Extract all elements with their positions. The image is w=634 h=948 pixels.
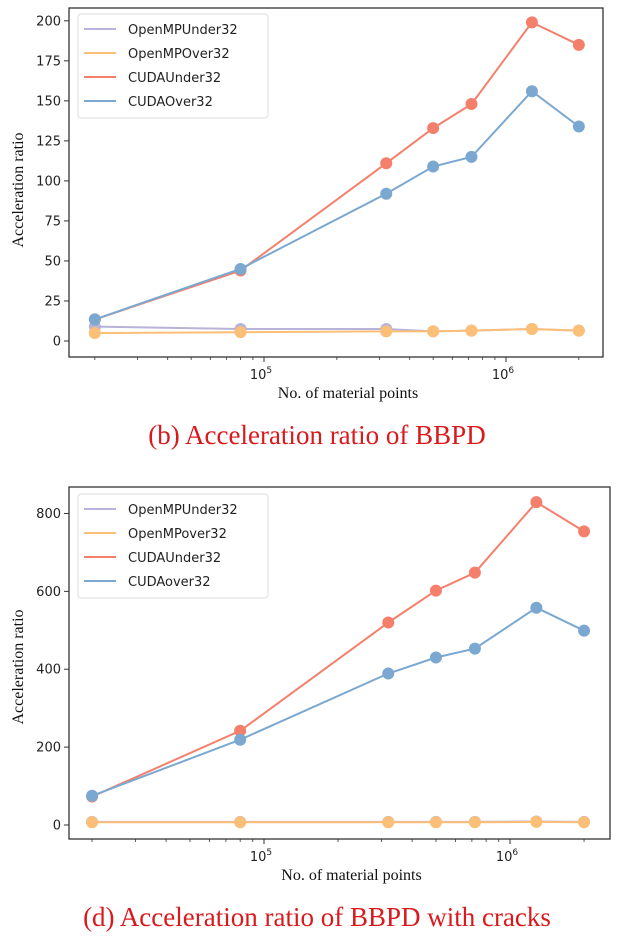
y-tick-label: 200 (36, 14, 61, 29)
data-point (429, 816, 442, 829)
data-point (234, 262, 247, 275)
data-point (572, 120, 585, 133)
data-point (88, 313, 101, 326)
legend-box (77, 493, 269, 599)
legend-label: CUDAOver32 (128, 95, 213, 110)
y-tick-label: 600 (36, 585, 61, 600)
series-CUDAover32 (86, 601, 591, 802)
series-CUDAUnder32 (86, 496, 591, 803)
chart-b: 0 25 50 75 100 125 150 175 200 105 106 No. of mater… (10, 7, 604, 402)
x-tick-label: 105 (250, 848, 272, 865)
data-point (86, 789, 99, 802)
data-point (382, 816, 395, 829)
y-tick-label: 125 (36, 134, 61, 149)
y-tick-label: 400 (36, 663, 61, 678)
data-point (465, 324, 478, 337)
y-tick-label: 0 (53, 818, 61, 833)
x-tick-label: 106 (496, 848, 519, 865)
chart-d: 0 200 400 600 800 105 106 No. of material point… (10, 486, 611, 884)
data-point (88, 326, 101, 339)
caption-b: (b) Acceleration ratio of BBPD (148, 420, 486, 450)
data-point (234, 816, 247, 829)
legend: OpenMPUnder32 OpenMPOver32 CUDAUnder32 CUDA… (77, 13, 269, 119)
data-point (468, 566, 481, 579)
x-axis-label: No. of material points (278, 385, 418, 402)
y-tick-label: 175 (36, 54, 61, 69)
data-point (578, 525, 591, 538)
x-axis-label: No. of material points (281, 867, 421, 884)
data-point (465, 98, 478, 111)
y-tick-label: 150 (36, 94, 61, 109)
data-point (234, 724, 247, 737)
series-OpenMPover32 (86, 815, 591, 829)
y-tick-label: 100 (36, 174, 61, 189)
data-point (382, 616, 395, 629)
legend-label: CUDAUnder32 (128, 71, 221, 86)
data-point (429, 584, 442, 597)
data-point (525, 85, 538, 98)
data-point (380, 157, 393, 170)
data-point (530, 601, 543, 614)
data-point (572, 38, 585, 51)
legend-label: OpenMPUnder32 (128, 503, 238, 518)
y-axis-label: Acceleration ratio (10, 609, 27, 724)
data-point (578, 816, 591, 829)
data-point (468, 642, 481, 655)
data-point (427, 325, 440, 338)
x-tick-label: 106 (492, 366, 515, 383)
y-tick-label: 25 (44, 294, 61, 309)
legend-label: CUDAover32 (128, 575, 211, 590)
data-point (530, 496, 543, 509)
legend-label: OpenMPover32 (128, 527, 227, 542)
data-point (382, 667, 395, 680)
data-point (86, 816, 99, 829)
data-point (572, 324, 585, 337)
data-point (234, 326, 247, 339)
data-point (429, 651, 442, 664)
y-tick-label: 50 (44, 254, 61, 269)
data-point (525, 322, 538, 335)
y-tick-label: 75 (44, 214, 61, 229)
data-point (530, 815, 543, 828)
legend-label: CUDAUnder32 (128, 551, 221, 566)
data-point (578, 624, 591, 637)
legend: OpenMPUnder32 OpenMPover32 CUDAUnder32 CUDA… (77, 493, 269, 599)
data-point (380, 187, 393, 200)
y-tick-label: 200 (36, 741, 61, 756)
legend-box (77, 13, 269, 119)
series-OpenMPOver32 (88, 322, 585, 339)
data-point (525, 16, 538, 29)
caption-d: (d) Acceleration ratio of BBPD with crac… (83, 902, 551, 932)
y-tick-label: 0 (53, 334, 61, 349)
y-axis-label: Acceleration ratio (10, 132, 27, 247)
data-point (427, 122, 440, 135)
data-point (465, 150, 478, 163)
data-point (427, 160, 440, 173)
data-point (380, 325, 393, 338)
y-tick-label: 800 (36, 507, 61, 522)
legend-label: OpenMPOver32 (128, 47, 230, 62)
x-tick-label: 105 (250, 366, 272, 383)
data-point (468, 816, 481, 829)
legend-label: OpenMPUnder32 (128, 23, 238, 38)
series-CUDAOver32 (88, 85, 585, 326)
data-point (234, 733, 247, 746)
